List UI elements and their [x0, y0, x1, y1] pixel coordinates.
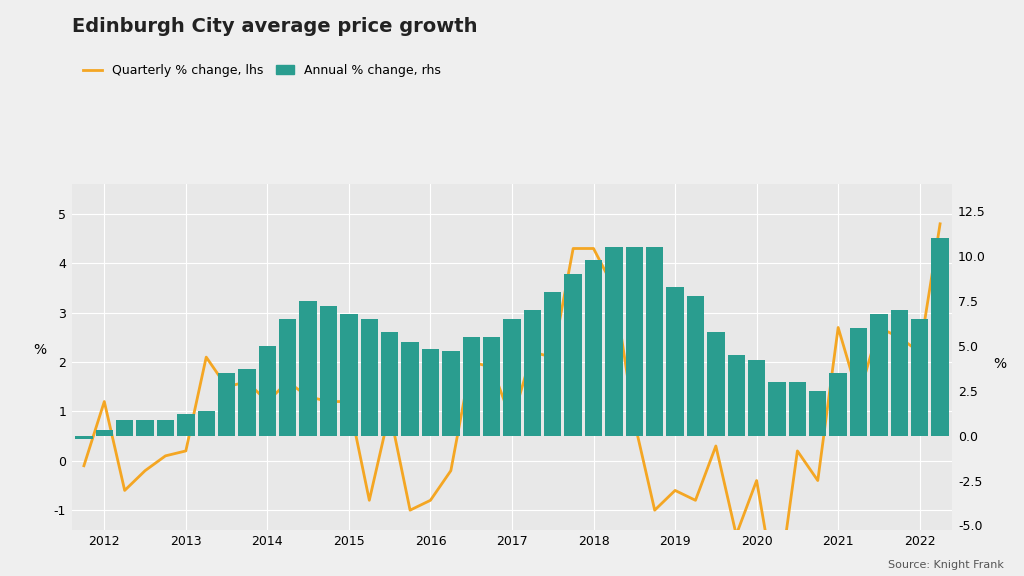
Bar — [932, 238, 949, 435]
Bar — [646, 247, 664, 435]
Bar — [95, 430, 113, 435]
Legend: Quarterly % change, lhs, Annual % change, rhs: Quarterly % change, lhs, Annual % change… — [78, 59, 446, 82]
Y-axis label: %: % — [34, 343, 46, 357]
Bar — [626, 247, 643, 435]
Bar — [280, 319, 296, 435]
Text: Edinburgh City average price growth: Edinburgh City average price growth — [72, 17, 477, 36]
Bar — [564, 274, 582, 435]
Bar — [116, 419, 133, 435]
Bar — [870, 313, 888, 435]
Bar — [585, 260, 602, 435]
Bar — [299, 301, 316, 435]
Bar — [850, 328, 867, 435]
Bar — [340, 313, 357, 435]
Bar — [463, 337, 480, 435]
Y-axis label: %: % — [993, 357, 1007, 371]
Bar — [381, 332, 398, 435]
Bar — [360, 319, 378, 435]
Bar — [136, 419, 154, 435]
Bar — [259, 346, 276, 435]
Bar — [442, 351, 460, 435]
Bar — [198, 411, 215, 435]
Bar — [177, 414, 195, 435]
Bar — [605, 247, 623, 435]
Bar — [422, 350, 439, 435]
Bar — [768, 382, 785, 435]
Bar — [483, 337, 501, 435]
Bar — [239, 369, 256, 435]
Bar — [788, 382, 806, 435]
Bar — [319, 306, 337, 435]
Bar — [708, 332, 725, 435]
Bar — [728, 355, 744, 435]
Bar — [809, 391, 826, 435]
Bar — [911, 319, 929, 435]
Bar — [829, 373, 847, 435]
Bar — [891, 310, 908, 435]
Bar — [157, 419, 174, 435]
Bar — [401, 342, 419, 435]
Bar — [504, 319, 520, 435]
Bar — [544, 292, 561, 435]
Bar — [748, 360, 765, 435]
Bar — [667, 287, 684, 435]
Bar — [75, 435, 92, 439]
Bar — [687, 295, 705, 435]
Text: Source: Knight Frank: Source: Knight Frank — [888, 560, 1004, 570]
Bar — [218, 373, 236, 435]
Bar — [523, 310, 541, 435]
